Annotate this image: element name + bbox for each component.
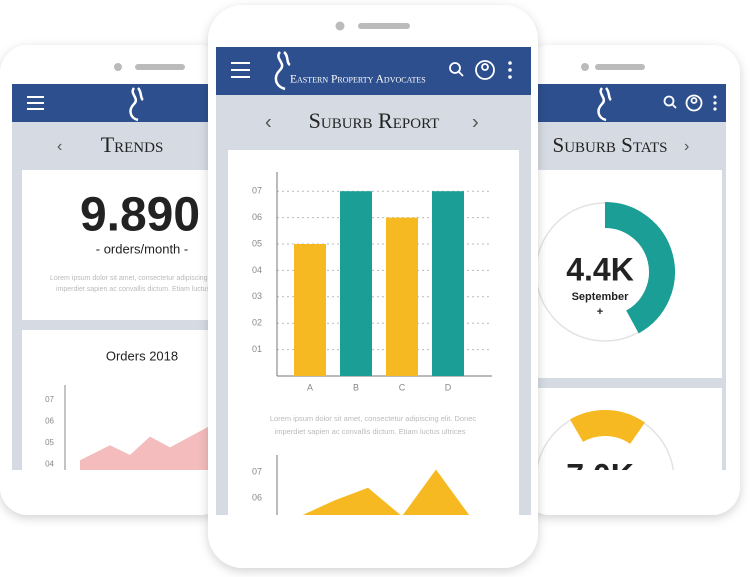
- header-icons: [449, 60, 495, 80]
- gauge-sign: +: [597, 306, 603, 318]
- y-tick-label: 03: [252, 291, 262, 301]
- gauge: [570, 410, 645, 445]
- chart: 01 02 03 04 05 06 07 A B C D: [252, 172, 492, 392]
- y-tick-label: 07: [252, 186, 262, 196]
- x-tick-label: D: [445, 382, 452, 392]
- y-tick-label: 02: [252, 318, 262, 328]
- center-phone: Eastern Property Advocates ‹ Suburb Repo…: [208, 5, 538, 568]
- y-tick-label: 04: [45, 460, 54, 469]
- gauge-caption: September: [572, 291, 630, 303]
- y-tick-label: 05: [252, 238, 262, 248]
- bar: [340, 191, 372, 376]
- gauge-arc: [604, 202, 675, 334]
- search-icon[interactable]: [449, 62, 461, 74]
- logo: [274, 51, 291, 91]
- left-phone: ‹ Trends 9.890 - orders/month - Lorem ip…: [0, 45, 243, 515]
- camera: [114, 63, 122, 71]
- right-phone: Suburb Stats › 4.4K September + 7.0K: [522, 45, 740, 515]
- body-text: Lorem ipsum dolor sit amet, consectetur …: [270, 414, 477, 423]
- y-tick-label: 05: [45, 438, 54, 447]
- prev-button[interactable]: ‹: [265, 111, 272, 133]
- screen-title: Suburb Report: [309, 108, 440, 133]
- body-text: Lorem ipsum dolor sit amet, consectetur …: [50, 275, 243, 282]
- app-header: [530, 84, 726, 122]
- chart: 06 07: [252, 455, 470, 515]
- account-icon[interactable]: [475, 60, 495, 80]
- bar: [294, 244, 326, 376]
- gauge: [604, 202, 675, 334]
- screen-title: Suburb Stats: [553, 133, 668, 157]
- x-tick-label: C: [399, 382, 406, 392]
- bar: [386, 217, 418, 376]
- logo: [597, 87, 612, 122]
- chart-title: Orders 2018: [106, 348, 178, 363]
- brand-name: Eastern Property Advocates: [290, 74, 426, 86]
- header-icons: [663, 94, 703, 112]
- x-tick-label: A: [307, 382, 313, 392]
- menu-icon[interactable]: [27, 96, 44, 110]
- gauge-value: 7.0K: [566, 457, 634, 493]
- app-header: [216, 47, 531, 95]
- y-tick-label: 01: [252, 344, 262, 354]
- speaker: [135, 64, 185, 70]
- screen: Suburb Stats › 4.4K September + 7.0K: [530, 84, 726, 493]
- prev-button[interactable]: ‹: [57, 138, 62, 155]
- next-button[interactable]: ›: [684, 138, 689, 155]
- x-tick-label: B: [353, 382, 359, 392]
- gauge-arc: [570, 410, 645, 445]
- more-icon[interactable]: [508, 61, 512, 79]
- stat-value: 9.890: [80, 189, 200, 242]
- speaker: [595, 64, 645, 70]
- y-tick-label: 04: [252, 265, 262, 275]
- gauge-card: [538, 170, 722, 378]
- bar: [432, 191, 464, 376]
- screen: ‹ Trends 9.890 - orders/month - Lorem ip…: [12, 84, 243, 470]
- body-text: imperdiet sapien ac convallis dictum. Et…: [56, 286, 235, 293]
- app-header: [12, 84, 215, 122]
- next-button[interactable]: ›: [472, 111, 479, 133]
- y-tick-label: 06: [45, 417, 54, 426]
- body-text: imperdiet sapien ac convallis dictum. Et…: [275, 427, 466, 436]
- speaker: [358, 23, 410, 29]
- menu-icon[interactable]: [231, 62, 250, 78]
- more-icon[interactable]: [713, 95, 717, 111]
- stat-caption: - orders/month -: [96, 241, 188, 256]
- y-tick-label: 06: [252, 212, 262, 222]
- stat-card: [22, 170, 215, 320]
- logo: [129, 87, 144, 122]
- screen: Eastern Property Advocates ‹ Suburb Repo…: [216, 47, 531, 515]
- search-icon[interactable]: [663, 95, 675, 107]
- camera: [581, 63, 589, 71]
- account-icon[interactable]: [685, 94, 703, 112]
- gauge-value: 4.4K: [566, 251, 634, 287]
- chart: 04 05 06 07: [45, 395, 210, 470]
- area: [80, 425, 210, 470]
- y-tick-label: 06: [252, 492, 262, 502]
- screen-title: Trends: [101, 132, 164, 157]
- area: [302, 469, 470, 515]
- y-tick-label: 07: [252, 467, 262, 477]
- chart-card: [228, 150, 519, 515]
- camera: [335, 21, 345, 31]
- y-tick-label: 07: [45, 395, 54, 404]
